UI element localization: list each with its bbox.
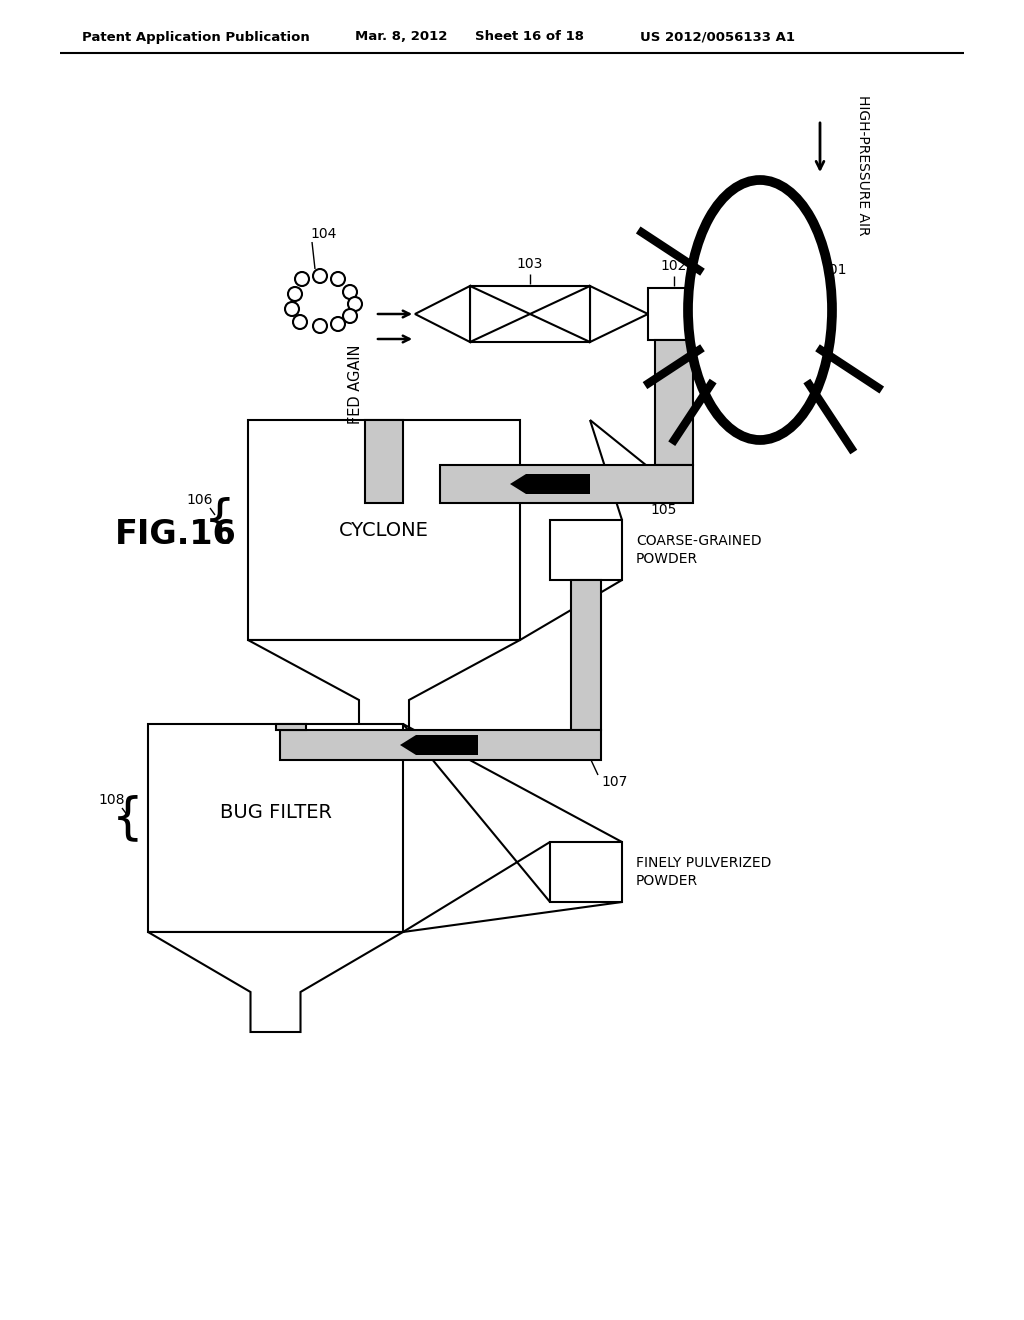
Polygon shape	[148, 932, 403, 1032]
Circle shape	[343, 309, 357, 323]
Bar	[148, 723, 403, 932]
Text: COARSE-GRAINED
POWDER: COARSE-GRAINED POWDER	[636, 533, 762, 566]
Polygon shape	[400, 735, 478, 755]
Circle shape	[331, 272, 345, 286]
Text: FINELY PULVERIZED
POWDER: FINELY PULVERIZED POWDER	[636, 855, 771, 888]
Bar	[470, 286, 590, 342]
Text: 103: 103	[517, 257, 543, 271]
Text: 108: 108	[98, 793, 125, 807]
Text: BUG FILTER: BUG FILTER	[219, 804, 332, 822]
Text: {: {	[112, 795, 144, 842]
Text: US 2012/0056133 A1: US 2012/0056133 A1	[640, 30, 795, 44]
Bar	[275, 723, 305, 730]
Circle shape	[331, 317, 345, 331]
Text: FIG.16: FIG.16	[115, 519, 237, 552]
Text: Sheet 16 of 18: Sheet 16 of 18	[475, 30, 584, 44]
Circle shape	[343, 285, 357, 300]
Text: 105: 105	[651, 503, 677, 517]
Bar	[365, 420, 403, 503]
Circle shape	[285, 302, 299, 315]
Polygon shape	[248, 640, 520, 741]
Text: {: {	[204, 496, 236, 544]
Circle shape	[348, 297, 362, 312]
Circle shape	[288, 286, 302, 301]
Text: 106: 106	[186, 492, 213, 507]
Text: Patent Application Publication: Patent Application Publication	[82, 30, 309, 44]
Bar	[571, 579, 601, 730]
Text: Mar. 8, 2012: Mar. 8, 2012	[355, 30, 447, 44]
Text: 107: 107	[601, 775, 628, 789]
Text: FED AGAIN: FED AGAIN	[348, 345, 364, 424]
Ellipse shape	[688, 180, 831, 440]
Text: HIGH-PRESSURE AIR: HIGH-PRESSURE AIR	[856, 95, 870, 235]
Polygon shape	[510, 474, 590, 494]
Text: 104: 104	[310, 227, 336, 242]
Polygon shape	[415, 286, 470, 342]
Text: 102: 102	[660, 259, 687, 273]
Circle shape	[313, 269, 327, 282]
Circle shape	[293, 315, 307, 329]
Text: 101: 101	[820, 263, 847, 277]
Bar	[280, 730, 601, 760]
Bar	[248, 420, 520, 640]
Circle shape	[295, 272, 309, 286]
Bar	[655, 341, 693, 465]
Bar	[550, 520, 622, 579]
Bar	[440, 465, 693, 503]
Bar	[648, 288, 710, 341]
Polygon shape	[590, 286, 648, 342]
Bar	[550, 842, 622, 902]
Circle shape	[313, 319, 327, 333]
Text: CYCLONE: CYCLONE	[339, 520, 429, 540]
